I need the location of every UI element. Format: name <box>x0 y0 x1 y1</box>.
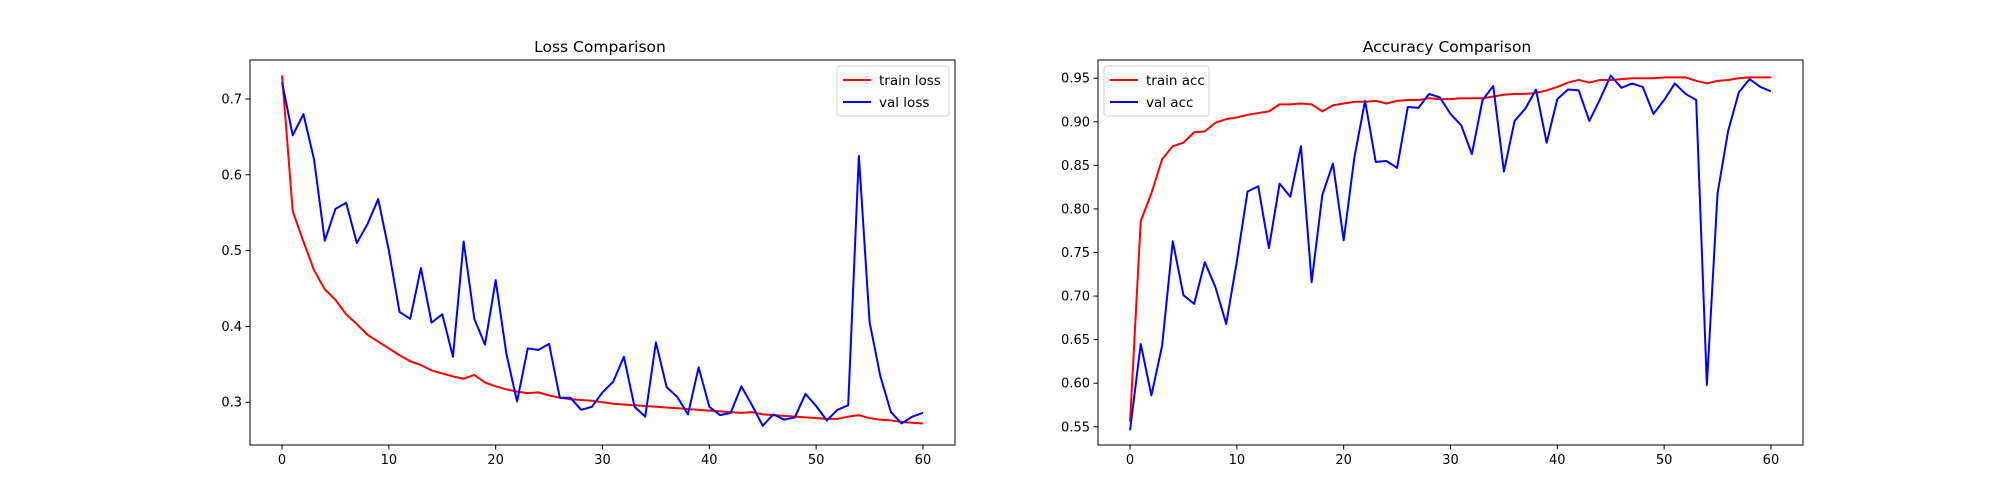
series-line-val-acc <box>1129 74 1772 431</box>
y-tick-label: 0.70 <box>1061 290 1090 305</box>
y-tick-label: 0.80 <box>1061 202 1090 217</box>
x-tick-label: 0 <box>278 453 286 468</box>
y-tick-label: 0.95 <box>1061 72 1090 87</box>
y-tick-label: 0.75 <box>1061 246 1090 261</box>
chart-title: Loss Comparison <box>534 38 666 56</box>
series-line-train-loss <box>281 75 924 425</box>
accuracy-comparison-chart: Accuracy Comparison 0 10 20 30 40 50 60 0.55 0.6… <box>1061 38 1804 468</box>
y-tick-label: 0.65 <box>1061 333 1090 348</box>
series-line-train-acc <box>1129 76 1771 422</box>
legend: train loss val loss <box>836 65 950 117</box>
x-tick-label: 50 <box>1656 453 1673 468</box>
x-tick-label: 40 <box>1549 453 1566 468</box>
x-tick-label: 20 <box>1335 453 1352 468</box>
chart-title: Accuracy Comparison <box>1363 38 1532 56</box>
y-tick-label: 0.3 <box>221 396 242 411</box>
x-tick-label: 40 <box>701 453 718 468</box>
x-tick-label: 10 <box>381 453 398 468</box>
y-tick-label: 0.5 <box>221 244 242 259</box>
series-line-val-loss <box>281 82 924 427</box>
x-tick-label: 60 <box>1763 453 1780 468</box>
y-tick-label: 0.7 <box>221 92 242 107</box>
x-tick-label: 10 <box>1229 453 1246 468</box>
x-tick-label: 0 <box>1126 453 1134 468</box>
loss-comparison-chart: Loss Comparison 0 10 20 30 40 50 60 0.3 0.4 0.5 0.… <box>221 38 956 468</box>
y-tick-label: 0.6 <box>221 168 242 183</box>
axes-frame <box>249 59 956 446</box>
legend-label-train-loss: train loss <box>879 73 941 89</box>
tick-layer: 0 10 20 30 40 50 60 0.55 0.60 0.65 0.70 0.75 0.80 0.8… <box>1061 72 1779 468</box>
y-tick-label: 0.60 <box>1061 377 1090 392</box>
legend: train acc val acc <box>1103 65 1210 117</box>
x-tick-label: 50 <box>808 453 825 468</box>
tick-layer: 0 10 20 30 40 50 60 0.3 0.4 0.5 0.6 0.7 <box>221 92 931 468</box>
series-layer <box>1129 74 1772 431</box>
x-tick-label: 20 <box>487 453 504 468</box>
y-tick-label: 0.90 <box>1061 115 1090 130</box>
y-tick-label: 0.55 <box>1061 420 1090 435</box>
series-layer <box>281 75 924 427</box>
legend-label-val-loss: val loss <box>879 95 929 111</box>
x-tick-label: 30 <box>1442 453 1459 468</box>
x-tick-label: 30 <box>594 453 611 468</box>
legend-box <box>1103 65 1210 117</box>
y-tick-label: 0.4 <box>221 320 242 335</box>
x-tick-label: 60 <box>915 453 932 468</box>
y-tick-label: 0.85 <box>1061 159 1090 174</box>
legend-label-val-acc: val acc <box>1146 95 1193 111</box>
legend-label-train-acc: train acc <box>1146 73 1205 89</box>
axes-frame <box>1097 59 1804 446</box>
legend-box <box>836 65 950 117</box>
